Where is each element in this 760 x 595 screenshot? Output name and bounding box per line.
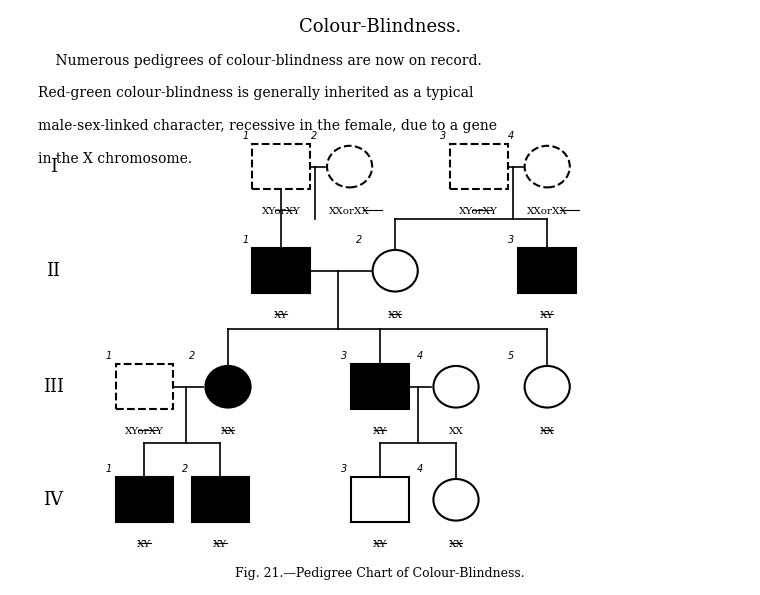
Text: 3: 3 bbox=[341, 351, 347, 361]
Bar bbox=[518, 248, 576, 293]
Ellipse shape bbox=[524, 366, 570, 408]
Text: XXorXX: XXorXX bbox=[527, 207, 568, 216]
Bar bbox=[116, 477, 173, 522]
Ellipse shape bbox=[372, 250, 418, 292]
Text: 4: 4 bbox=[508, 131, 515, 141]
Text: 2: 2 bbox=[182, 464, 188, 474]
Bar bbox=[252, 144, 310, 189]
Bar bbox=[116, 364, 173, 409]
Text: Red-green colour-blindness is generally inherited as a typical: Red-green colour-blindness is generally … bbox=[38, 86, 473, 101]
Text: XX: XX bbox=[388, 311, 403, 320]
Text: 3: 3 bbox=[440, 131, 446, 141]
Text: in the X chromosome.: in the X chromosome. bbox=[38, 152, 192, 166]
Text: III: III bbox=[43, 378, 64, 396]
Ellipse shape bbox=[327, 146, 372, 187]
Text: 4: 4 bbox=[417, 464, 423, 474]
Text: XY: XY bbox=[373, 540, 387, 549]
Text: male-sex-linked character, recessive in the female, due to a gene: male-sex-linked character, recessive in … bbox=[38, 119, 497, 133]
Text: XY: XY bbox=[138, 540, 151, 549]
Bar bbox=[351, 364, 409, 409]
Text: XYorXY: XYorXY bbox=[125, 427, 164, 436]
Text: XYorXY: XYorXY bbox=[459, 207, 499, 216]
Text: 3: 3 bbox=[341, 464, 347, 474]
Text: XY: XY bbox=[373, 427, 387, 436]
Text: XX: XX bbox=[220, 427, 236, 436]
Bar bbox=[351, 477, 409, 522]
Text: XYorXY: XYorXY bbox=[261, 207, 301, 216]
Text: XXorXX: XXorXX bbox=[329, 207, 370, 216]
Text: Fig. 21.—Pedigree Chart of Colour-Blindness.: Fig. 21.—Pedigree Chart of Colour-Blindn… bbox=[235, 567, 525, 580]
Text: XY: XY bbox=[214, 540, 227, 549]
Ellipse shape bbox=[205, 366, 251, 408]
Text: 1: 1 bbox=[242, 235, 249, 245]
Text: 1: 1 bbox=[106, 464, 112, 474]
Text: Colour-Blindness.: Colour-Blindness. bbox=[299, 18, 461, 36]
Ellipse shape bbox=[433, 479, 479, 521]
Text: XX: XX bbox=[448, 427, 464, 436]
Bar bbox=[252, 248, 310, 293]
Text: XX: XX bbox=[540, 427, 555, 436]
Ellipse shape bbox=[433, 366, 479, 408]
Text: 1: 1 bbox=[242, 131, 249, 141]
Ellipse shape bbox=[524, 146, 570, 187]
Text: XY: XY bbox=[540, 311, 554, 320]
Text: I: I bbox=[49, 158, 57, 176]
Text: 2: 2 bbox=[356, 235, 363, 245]
Text: 4: 4 bbox=[417, 351, 423, 361]
Text: II: II bbox=[46, 262, 60, 280]
Text: IV: IV bbox=[43, 491, 63, 509]
Text: 1: 1 bbox=[106, 351, 112, 361]
Bar bbox=[450, 144, 508, 189]
Text: XX: XX bbox=[448, 540, 464, 549]
Text: XY: XY bbox=[274, 311, 288, 320]
Bar bbox=[192, 477, 249, 522]
Text: 3: 3 bbox=[508, 235, 515, 245]
Text: 5: 5 bbox=[508, 351, 515, 361]
Text: 2: 2 bbox=[311, 131, 317, 141]
Text: 2: 2 bbox=[189, 351, 195, 361]
Text: Numerous pedigrees of colour-blindness are now on record.: Numerous pedigrees of colour-blindness a… bbox=[38, 54, 482, 68]
